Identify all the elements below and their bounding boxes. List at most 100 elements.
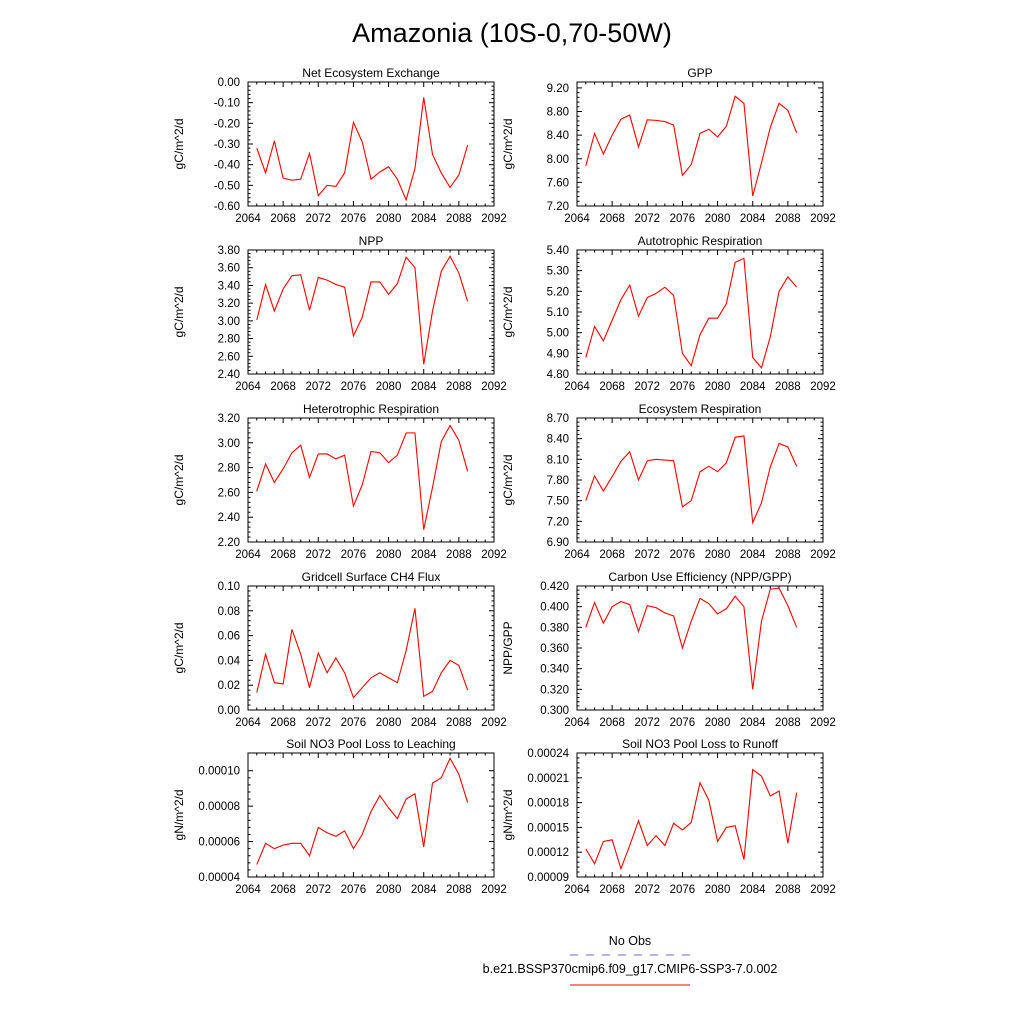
y-axis-label: gC/m^2/d (501, 287, 515, 338)
x-tick-label: 2076 (341, 549, 367, 561)
x-tick-label: 2068 (599, 549, 625, 561)
y-tick-label: 2.80 (218, 334, 240, 346)
y-tick-label: 9.20 (547, 83, 569, 95)
y-tick-label: 7.60 (547, 177, 569, 189)
x-tick-label: 2084 (740, 717, 766, 729)
x-tick-label: 2084 (411, 381, 437, 393)
y-tick-label: 2.40 (218, 369, 240, 381)
legend: No Obs b.e21.BSSP370cmip6.f09_g17.CMIP6-… (483, 934, 778, 986)
y-tick-label: 0.00009 (527, 872, 569, 884)
plot-frame (247, 585, 495, 711)
panel-3: Autotrophic Respiration gC/m^2/d 2064 2068 2… (501, 234, 836, 393)
y-tick-label: 8.00 (547, 154, 569, 166)
x-tick-label: 2080 (705, 884, 731, 896)
y-tick-label: 0.00010 (198, 766, 240, 778)
panel-title: NPP (359, 234, 384, 248)
x-tick-label: 2084 (740, 884, 766, 896)
x-tick-label: 2092 (810, 884, 836, 896)
legend-obs-label: No Obs (609, 934, 651, 948)
x-tick-label: 2068 (270, 884, 296, 896)
series-line (585, 435, 798, 525)
y-tick-label: 0.00015 (527, 822, 569, 834)
panel-2: NPP gC/m^2/d 2064 2068 2072 2076 2080 2084 2088 2… (172, 234, 507, 393)
x-tick-label: 2064 (235, 884, 261, 896)
y-tick-label: -0.30 (214, 139, 240, 151)
series-line (585, 587, 798, 690)
x-tick-label: 2076 (670, 549, 696, 561)
y-tick-label: 8.10 (547, 454, 569, 466)
y-tick-label: 3.60 (218, 263, 240, 275)
panel-title: Gridcell Surface CH4 Flux (302, 570, 441, 584)
y-tick-label: -0.40 (214, 160, 240, 172)
y-tick-label: 0.380 (540, 622, 569, 634)
x-tick-label: 2092 (481, 549, 507, 561)
x-tick-label: 2080 (705, 717, 731, 729)
x-tick-label: 2076 (670, 717, 696, 729)
x-tick-label: 2080 (376, 884, 402, 896)
x-tick-label: 2088 (775, 884, 801, 896)
panel-title: Carbon Use Efficiency (NPP/GPP) (608, 570, 791, 584)
y-tick-label: 7.50 (547, 496, 569, 508)
x-tick-label: 2072 (634, 381, 660, 393)
y-tick-label: 0.00024 (527, 748, 569, 760)
x-tick-label: 2092 (810, 381, 836, 393)
x-tick-label: 2084 (740, 381, 766, 393)
y-tick-label: 0.00 (218, 705, 240, 717)
y-tick-label: 7.20 (547, 201, 569, 213)
y-tick-label: 0.04 (218, 655, 241, 667)
x-tick-label: 2068 (270, 381, 296, 393)
panel-5: Ecosystem Respiration gC/m^2/d 2064 2068 207… (501, 402, 836, 561)
y-tick-label: 0.420 (540, 581, 569, 593)
x-tick-label: 2088 (775, 381, 801, 393)
panel-6: Gridcell Surface CH4 Flux gC/m^2/d 2064 206… (172, 570, 507, 729)
panel-8: Soil NO3 Pool Loss to Leaching gN/m^2/d 20… (172, 737, 507, 896)
y-tick-label: 6.90 (547, 537, 569, 549)
x-tick-label: 2064 (235, 717, 261, 729)
x-tick-label: 2084 (411, 717, 437, 729)
x-tick-label: 2072 (634, 213, 660, 225)
x-tick-label: 2068 (599, 381, 625, 393)
x-tick-label: 2080 (705, 381, 731, 393)
y-tick-label: 3.80 (218, 245, 240, 257)
panel-0: Net Ecosystem Exchange gC/m^2/d 2064 2068 20… (172, 66, 507, 225)
x-tick-label: 2088 (775, 549, 801, 561)
x-tick-label: 2072 (634, 549, 660, 561)
x-tick-label: 2064 (235, 549, 261, 561)
figure-title: Amazonia (10S-0,70-50W) (352, 18, 672, 48)
x-tick-label: 2084 (740, 549, 766, 561)
x-tick-label: 2064 (564, 213, 590, 225)
x-tick-label: 2088 (775, 717, 801, 729)
x-tick-label: 2076 (670, 884, 696, 896)
panel-7: Carbon Use Efficiency (NPP/GPP) NPP/GPP 20… (501, 570, 836, 729)
y-tick-label: 0.320 (540, 684, 569, 696)
y-tick-label: 8.70 (547, 413, 569, 425)
y-tick-label: 0.08 (218, 606, 240, 618)
x-tick-label: 2068 (270, 213, 296, 225)
x-tick-label: 2072 (305, 549, 331, 561)
x-tick-label: 2092 (810, 213, 836, 225)
y-tick-label: 0.06 (218, 631, 240, 643)
x-tick-label: 2068 (599, 717, 625, 729)
y-tick-label: 8.80 (547, 107, 569, 119)
y-tick-label: 7.20 (547, 516, 569, 528)
y-tick-label: -0.20 (214, 118, 240, 130)
x-tick-label: 2072 (634, 884, 660, 896)
legend-model-label: b.e21.BSSP370cmip6.f09_g17.CMIP6-SSP3-7.… (483, 962, 778, 976)
y-tick-label: 0.400 (540, 602, 569, 614)
y-tick-label: 0.00012 (527, 847, 569, 859)
y-axis-label: gC/m^2/d (172, 287, 186, 338)
x-tick-label: 2080 (705, 549, 731, 561)
y-axis-label: gC/m^2/d (172, 623, 186, 674)
x-tick-label: 2084 (411, 884, 437, 896)
y-tick-label: 0.10 (218, 581, 240, 593)
y-tick-label: 3.20 (218, 413, 240, 425)
x-tick-label: 2092 (481, 381, 507, 393)
y-axis-label: gC/m^2/d (172, 455, 186, 506)
y-tick-label: 0.300 (540, 705, 569, 717)
y-tick-label: 5.20 (547, 286, 569, 298)
series-line (256, 255, 469, 365)
x-tick-label: 2072 (305, 213, 331, 225)
x-tick-label: 2092 (810, 717, 836, 729)
y-tick-label: 5.10 (547, 307, 569, 319)
